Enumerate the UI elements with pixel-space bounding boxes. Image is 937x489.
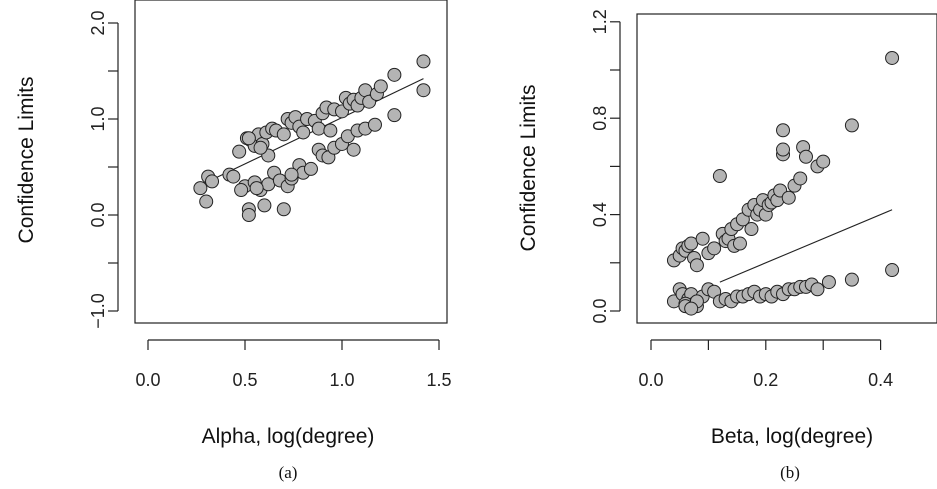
- y-tick-label: 0.8: [590, 106, 610, 131]
- x-tick-label: 1.5: [426, 370, 451, 390]
- data-point: [303, 161, 318, 176]
- panel-caption-b: (b): [780, 463, 800, 482]
- x-tick-label: 0.2: [753, 370, 778, 390]
- x-tick-label: 0.5: [232, 370, 257, 390]
- plot-frame-a: [134, 0, 448, 324]
- data-point: [707, 241, 722, 256]
- plot-frame-b: [636, 13, 937, 324]
- y-axis-title-b: Confidence Limits: [517, 85, 540, 252]
- data-point: [844, 118, 859, 133]
- x-axis-title-b: Beta, log(degree): [711, 425, 873, 448]
- data-point: [689, 258, 704, 273]
- y-tick-label: 0.0: [590, 298, 610, 323]
- y-tick-label: 2.0: [88, 10, 108, 35]
- data-point: [793, 171, 808, 186]
- data-point: [199, 194, 214, 209]
- fit-line-b: [719, 209, 893, 283]
- data-point: [276, 202, 291, 217]
- data-point: [387, 67, 402, 82]
- data-point: [346, 142, 361, 157]
- data-point: [885, 50, 900, 65]
- x-tick-label: 0.0: [135, 370, 160, 390]
- data-point: [816, 154, 831, 169]
- y-tick-label: 0.4: [590, 202, 610, 227]
- data-point: [193, 181, 208, 196]
- data-point: [695, 231, 710, 246]
- x-tick-label: 1.0: [329, 370, 354, 390]
- data-point: [373, 79, 388, 94]
- y-axis-title-a: Confidence Limits: [15, 77, 38, 244]
- data-point: [296, 125, 311, 140]
- data-point: [885, 263, 900, 278]
- data-point: [276, 127, 291, 142]
- y-tick-label: 1.2: [590, 9, 610, 34]
- data-point: [781, 190, 796, 205]
- panel-b: 0.0 0.4 0.8 1.2 0.0 0.2 0.4 Confidence Limits…: [517, 9, 937, 482]
- data-point: [311, 121, 326, 136]
- x-tick-label: 0.4: [868, 370, 893, 390]
- data-point: [241, 131, 256, 146]
- panel-caption-a: (a): [279, 463, 298, 482]
- y-tick-label: 1.0: [88, 106, 108, 131]
- data-point: [416, 54, 431, 69]
- data-point: [358, 83, 373, 98]
- data-point: [732, 236, 747, 251]
- data-point: [241, 208, 256, 222]
- data-point: [416, 83, 431, 98]
- panel-a: −1.0 0.0 1.0 2.0 0.0 0.5 1.0 1.5 Confidence Li…: [15, 0, 452, 482]
- data-point: [249, 181, 264, 196]
- data-point: [284, 167, 299, 182]
- data-point: [744, 222, 759, 237]
- data-point: [776, 123, 791, 138]
- data-point: [810, 282, 825, 297]
- data-point: [387, 108, 402, 123]
- data-point: [323, 123, 338, 138]
- data-point: [684, 301, 699, 316]
- data-point: [205, 174, 220, 189]
- data-point: [234, 183, 249, 198]
- data-point: [261, 177, 276, 192]
- data-point: [798, 149, 813, 164]
- data-point: [844, 272, 859, 287]
- data-point: [712, 169, 727, 184]
- data-point: [226, 169, 241, 184]
- data-point: [367, 117, 382, 132]
- data-point: [253, 140, 268, 155]
- data-point: [232, 144, 247, 159]
- y-tick-label: −1.0: [88, 293, 108, 329]
- x-axis-title-a: Alpha, log(degree): [202, 425, 375, 448]
- data-point: [257, 198, 272, 213]
- x-tick-label: 0.0: [638, 370, 663, 390]
- data-point: [821, 275, 836, 290]
- data-point: [776, 142, 791, 157]
- y-tick-label: 0.0: [88, 202, 108, 227]
